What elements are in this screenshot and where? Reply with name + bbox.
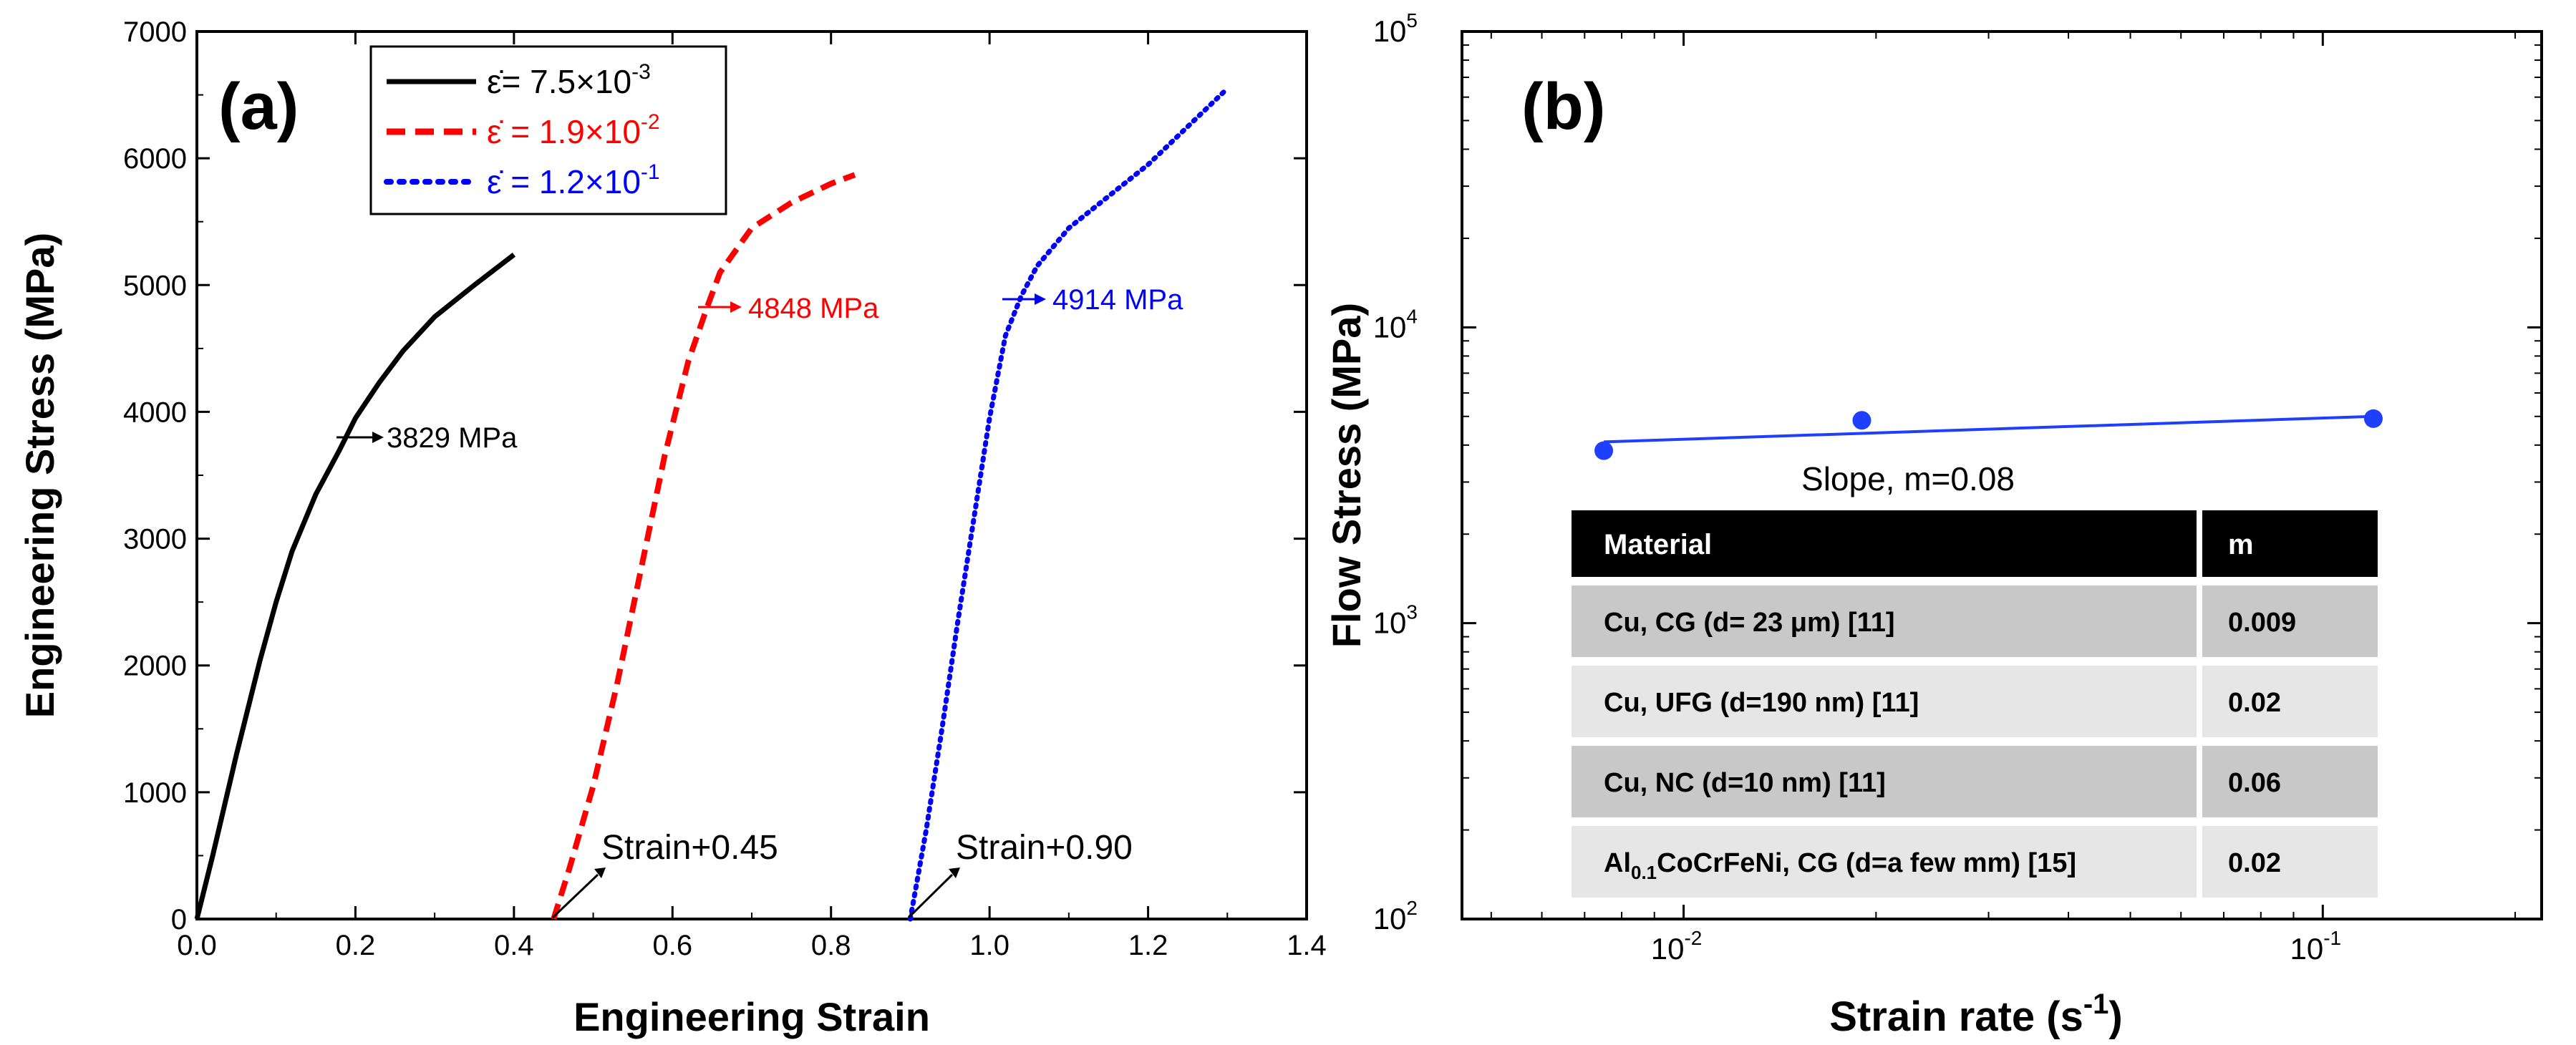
panel-b-y-axis-title: Flow Stress (MPa)	[1324, 303, 1369, 648]
table-row-4-material: Al0.1CoCrFeNi, CG (d=a few mm) [15]	[1604, 848, 2076, 883]
table-row-1-m-cell	[2202, 585, 2378, 657]
panel-a-plot-frame	[195, 30, 1308, 920]
table-row-2-m-cell	[2202, 666, 2378, 737]
annotation-4848: 4848 MPa	[698, 293, 879, 324]
annotation-strain-090-arrowhead	[949, 867, 960, 878]
y-tick-label: 104	[1373, 305, 1418, 344]
table-row-3-m: 0.06	[2228, 768, 2281, 798]
data-point	[1852, 411, 1872, 430]
panel-b-ticks: 10-2 10-1 102 103 104 105	[1373, 9, 2542, 966]
fit-line	[1603, 414, 2374, 444]
panel-b-chart: (b) 10-2 10-1 102 103 104 105 Slope, m=0.08 M…	[1324, 9, 2543, 1040]
annotation-4848-arrowhead	[730, 301, 742, 313]
panel-b-plot-frame	[1461, 30, 2543, 920]
strain-rate-sensitivity-table: Material m Cu, CG (d= 23 μm) [11] 0.009 …	[1572, 510, 2378, 898]
annotation-3829: 3829 MPa	[336, 422, 518, 454]
table-header-material: Material	[1604, 529, 1712, 560]
x-tick-label: 0.4	[494, 930, 534, 961]
y-tick-label: 4000	[123, 397, 187, 428]
series-line-7.5e-3	[194, 253, 516, 920]
annotation-strain-045-arrow	[551, 873, 599, 919]
panel-a-series	[194, 86, 1230, 922]
y-tick-label: 103	[1373, 601, 1418, 640]
x-tick-label: 1.0	[969, 930, 1009, 961]
x-tick-label: 0.8	[811, 930, 851, 961]
panel-a-y-axis-title: Engineering Stress (MPa)	[17, 233, 62, 718]
table-row-4-material-cell	[1572, 826, 2197, 898]
panel-b-x-axis-title: Strain rate (s-1)	[1829, 988, 2122, 1040]
series-line-1.9e-2	[551, 172, 856, 920]
table-row: Cu, UFG (d=190 nm) [11] 0.02	[1572, 666, 2378, 737]
annotation-3829-text: 3829 MPa	[387, 422, 518, 454]
annotation-strain-090-text: Strain+0.90	[956, 829, 1133, 867]
table-row: Al0.1CoCrFeNi, CG (d=a few mm) [15] 0.02	[1572, 826, 2378, 898]
panel-a-label: (a)	[218, 70, 299, 143]
table-row-4-m: 0.02	[2228, 848, 2281, 878]
panel-b-label: (b)	[1521, 70, 1605, 143]
legend-entry-1: ε̇= 7.5×10-3	[387, 60, 651, 100]
panel-a-ticks: 0.0 0.2 0.4 0.6 0.8 1.0 1.2 1.4 0 1000 2000 3000 400…	[123, 16, 1327, 961]
legend-label-3: ε̇ = 1.2×10-1	[487, 160, 660, 200]
table-header-material-cell	[1572, 510, 2197, 577]
y-tick-label: 5000	[123, 270, 187, 301]
table-row-2-m: 0.02	[2228, 688, 2281, 718]
y-tick-label: 0	[171, 904, 187, 935]
annotation-4914-text: 4914 MPa	[1052, 284, 1183, 316]
series-line-1.2e-1	[907, 86, 1230, 922]
table-row-1-material: Cu, CG (d= 23 μm) [11]	[1604, 608, 1895, 638]
y-tick-label: 102	[1373, 897, 1418, 935]
table-header-m-cell	[2202, 510, 2378, 577]
table-row-2-material: Cu, UFG (d=190 nm) [11]	[1604, 688, 1919, 718]
y-tick-label: 105	[1373, 9, 1418, 48]
x-tick-label: 0.0	[177, 930, 217, 961]
y-tick-label: 2000	[123, 651, 187, 682]
table-row-2-material-cell	[1572, 666, 2197, 737]
annotation-strain-090-arrow	[907, 873, 954, 919]
legend-label-1: ε̇= 7.5×10-3	[487, 60, 651, 100]
annotation-strain-090: Strain+0.90	[907, 829, 1133, 919]
table-row-3-material: Cu, NC (d=10 nm) [11]	[1604, 768, 1886, 798]
y-tick-label: 6000	[123, 143, 187, 175]
data-point	[1594, 441, 1614, 460]
table-row: Cu, CG (d= 23 μm) [11] 0.009	[1572, 585, 2378, 657]
x-tick-label: 10-2	[1651, 927, 1703, 966]
table-row-4-m-cell	[2202, 826, 2378, 898]
panel-b-series	[1594, 409, 2383, 460]
slope-label: Slope, m=0.08	[1801, 460, 2015, 497]
annotation-4848-text: 4848 MPa	[748, 293, 879, 324]
y-tick-label: 3000	[123, 524, 187, 555]
legend-label-2: ε̇ = 1.9×10-2	[487, 110, 660, 150]
annotation-4914: 4914 MPa	[1002, 284, 1183, 316]
table-row: Cu, NC (d=10 nm) [11] 0.06	[1572, 746, 2378, 817]
x-tick-label: 1.2	[1128, 930, 1168, 961]
annotation-4914-arrowhead	[1035, 293, 1046, 305]
y-tick-label: 1000	[123, 777, 187, 809]
legend-entry-3: ε̇ = 1.2×10-1	[384, 160, 660, 200]
legend-entry-2: ε̇ = 1.9×10-2	[387, 110, 660, 150]
table-row-3-material-cell	[1572, 746, 2197, 817]
table-row-1-m: 0.009	[2228, 608, 2296, 638]
x-tick-label: 0.6	[652, 930, 692, 961]
y-tick-label: 7000	[123, 16, 187, 48]
panel-a-chart: (a) 0.0 0.2 0.4 0.6 0.8 1.0 1.2 1.4 0 1000 2000 300…	[17, 16, 1327, 1039]
annotation-3829-arrowhead	[372, 432, 384, 443]
x-tick-label: 1.4	[1287, 930, 1327, 961]
table-row-3-m-cell	[2202, 746, 2378, 817]
annotation-strain-045-text: Strain+0.45	[601, 829, 778, 867]
annotation-strain-045: Strain+0.45	[551, 829, 778, 919]
x-tick-label: 0.2	[336, 930, 376, 961]
table-row-1-material-cell	[1572, 585, 2197, 657]
data-point	[2363, 409, 2383, 428]
x-tick-label: 10-1	[2290, 927, 2341, 966]
panel-a-x-axis-title: Engineering Strain	[573, 994, 930, 1039]
table-header-m: m	[2228, 529, 2254, 560]
annotation-strain-045-arrowhead	[594, 867, 606, 878]
panel-a-legend: ε̇= 7.5×10-3 ε̇ = 1.9×10-2 ε̇ = 1.2×10-1	[369, 45, 727, 215]
